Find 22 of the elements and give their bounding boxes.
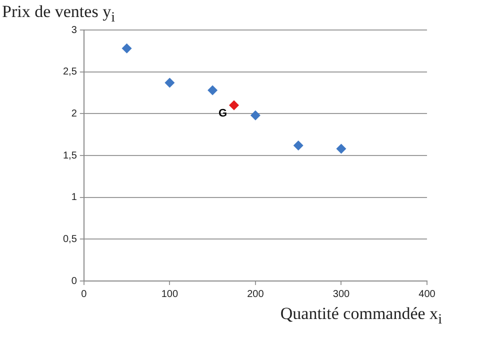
point [250,110,260,120]
point [336,144,346,154]
point [293,140,304,150]
x-tick-label: 200 [247,288,264,300]
y-tick-label: 1,5 [62,150,78,162]
x-tick-label: 400 [418,288,436,300]
x-tick-label: 300 [332,288,350,300]
y-tick-label: 1 [71,192,78,204]
y-axis-title: Prix de ventes y$_{i}$ [2,2,116,26]
point [164,78,175,88]
y-tick-label: 2 [71,108,78,120]
y-tick-label: 0 [71,276,78,287]
y-tick-label: 3 [71,24,78,36]
x-tick-label: 100 [161,288,178,300]
y-tick-label: 2,5 [62,66,78,78]
point [229,100,240,110]
point [208,85,218,96]
y-tick-label: 0,5 [62,234,78,245]
point [122,43,132,54]
x-axis-title: Quantité commandée x$_{i}$ [280,304,442,328]
annotation: G [218,107,228,120]
x-tick-label: 0 [81,288,88,300]
